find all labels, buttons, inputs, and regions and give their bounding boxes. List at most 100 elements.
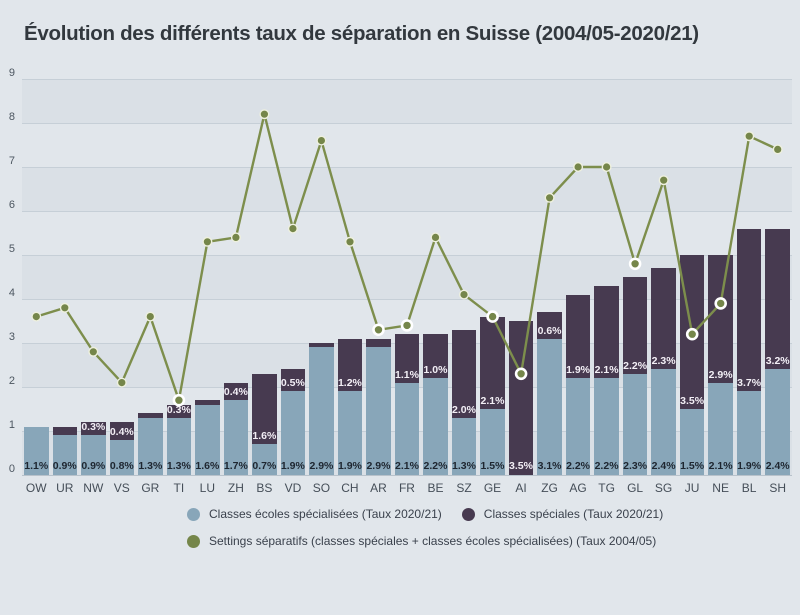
bar-NE[interactable]: 2.9% 2.1% xyxy=(706,79,735,475)
line-dot-SO[interactable] xyxy=(316,135,327,146)
x-tick-label-SO: SO xyxy=(312,481,331,495)
classes-speciales-value-label: 2.9% xyxy=(708,368,733,381)
legend: Classes écoles spécialisées (Taux 2020/2… xyxy=(187,507,787,561)
line-dot-VS[interactable] xyxy=(116,377,127,388)
line-dot-VD[interactable] xyxy=(287,223,298,234)
bar-BE[interactable]: 1.0% 2.2% xyxy=(421,79,450,475)
bar-OW[interactable]: 1.1% xyxy=(22,79,51,475)
x-tick-label-AR: AR xyxy=(370,481,387,495)
bar-segment-ecoles-specialisees xyxy=(451,417,477,475)
legend-row-1: Classes écoles spécialisées (Taux 2020/2… xyxy=(187,507,787,521)
line-dot-LU[interactable] xyxy=(202,236,213,247)
x-tick-label-ZG: ZG xyxy=(541,481,558,495)
bottom-value-label: 2.2% xyxy=(594,460,619,472)
line-dot-BS[interactable] xyxy=(259,109,270,120)
legend-dot-blue-icon xyxy=(187,507,200,521)
bar-TI[interactable]: 0.3% 1.3% xyxy=(165,79,194,475)
bar-SH[interactable]: 3.2% 2.4% xyxy=(763,79,792,475)
bottom-value-label: 1.5% xyxy=(680,460,705,472)
line-dot-GE[interactable] xyxy=(486,310,499,323)
bar-segment-ecoles-specialisees xyxy=(109,439,135,475)
classes-speciales-value-label: 0.6% xyxy=(537,324,562,337)
line-dot-ZH[interactable] xyxy=(230,232,241,243)
gridline-6 xyxy=(22,211,792,212)
bottom-value-label: 1.7% xyxy=(223,460,248,472)
bottom-value-label: 1.1% xyxy=(24,460,49,472)
bar-AI[interactable]: 3.5% xyxy=(507,79,536,475)
bar-LU[interactable]: 1.6% xyxy=(193,79,222,475)
y-tick-label-3: 3 xyxy=(8,331,15,343)
bar-SZ[interactable]: 2.0% 1.3% xyxy=(450,79,479,475)
classes-speciales-value-label: 1.9% xyxy=(566,364,591,377)
bar-GE[interactable]: 2.1% 1.5% xyxy=(478,79,507,475)
line-dot-GL[interactable] xyxy=(628,257,642,271)
bar-NW[interactable]: 0.3% 0.9% xyxy=(79,79,108,475)
x-tick-label-AG: AG xyxy=(569,481,587,495)
bar-BL[interactable]: 3.7% 1.9% xyxy=(735,79,764,475)
bar-segment-classes-speciales xyxy=(565,294,591,379)
bar-segment-ecoles-specialisees xyxy=(138,417,163,475)
bar-BS[interactable]: 1.6% 0.7% xyxy=(250,79,279,475)
line-dot-NE[interactable] xyxy=(714,297,728,310)
legend-item-settings-separatifs[interactable]: Settings séparatifs (classes spéciales +… xyxy=(187,534,656,548)
classes-speciales-value-label: 0.4% xyxy=(109,425,134,438)
line-dot-GR[interactable] xyxy=(145,311,156,322)
classes-speciales-value-label: 2.0% xyxy=(452,403,476,416)
bottom-value-label: 2.4% xyxy=(651,460,676,472)
x-tick-label-VD: VD xyxy=(284,481,302,495)
x-tick-label-SH: SH xyxy=(769,481,786,495)
line-dot-SH[interactable] xyxy=(772,144,783,155)
bar-ZG[interactable]: 0.6% 3.1% xyxy=(535,79,564,475)
bar-segment-ecoles-specialisees xyxy=(594,378,619,475)
x-tick-label-GE: GE xyxy=(483,481,502,495)
y-tick-label-6: 6 xyxy=(8,199,15,211)
bar-AG[interactable]: 1.9% 2.2% xyxy=(564,79,593,475)
bar-SO[interactable]: 2.9% xyxy=(307,79,336,475)
bar-GR[interactable]: 1.3% xyxy=(136,79,165,475)
line-dot-TI[interactable] xyxy=(172,393,186,407)
classes-speciales-value-label: 1.0% xyxy=(423,364,448,377)
classes-speciales-value-label: 1.6% xyxy=(252,430,277,443)
line-dot-JU[interactable] xyxy=(685,327,699,341)
bottom-value-label: 2.3% xyxy=(623,460,648,472)
legend-dot-olive-icon xyxy=(187,534,200,548)
bar-segment-ecoles-specialisees xyxy=(394,382,420,475)
line-dot-SZ[interactable] xyxy=(459,289,470,300)
bar-segment-classes-speciales xyxy=(195,400,220,405)
legend-item-classes-speciales[interactable]: Classes spéciales (Taux 2020/21) xyxy=(461,507,663,521)
line-dot-FR[interactable] xyxy=(400,319,414,332)
line-dot-BE[interactable] xyxy=(430,232,441,243)
line-dot-UR[interactable] xyxy=(59,302,70,313)
bar-VS[interactable]: 0.4% 0.8% xyxy=(108,79,137,475)
plot-area: 1.1% 0.9% 0.3% 0.9% 0.4% 0.8% 1.3% 0.3% 1.3% 1.6%… xyxy=(22,79,792,476)
line-dot-AI[interactable] xyxy=(514,367,528,381)
bar-TG[interactable]: 2.1% 2.2% xyxy=(592,79,621,475)
line-dot-NW[interactable] xyxy=(88,346,99,357)
line-dot-TG[interactable] xyxy=(601,161,612,172)
bar-ZH[interactable]: 0.4% 1.7% xyxy=(222,79,251,475)
line-dot-OW[interactable] xyxy=(31,311,42,322)
gridline-5 xyxy=(22,255,792,256)
line-dot-ZG[interactable] xyxy=(544,192,555,203)
bar-UR[interactable]: 0.9% xyxy=(51,79,80,475)
bar-segment-classes-speciales xyxy=(166,404,192,418)
bar-AR[interactable]: 2.9% xyxy=(364,79,393,475)
bottom-value-label: 2.9% xyxy=(366,460,391,472)
bottom-value-label: 2.1% xyxy=(708,460,733,472)
bar-CH[interactable]: 1.2% 1.9% xyxy=(336,79,365,475)
line-dot-AR[interactable] xyxy=(372,323,385,337)
bar-segment-classes-speciales xyxy=(81,422,106,436)
bar-VD[interactable]: 0.5% 1.9% xyxy=(279,79,308,475)
settings-separatifs-line xyxy=(35,113,779,405)
line-dot-CH[interactable] xyxy=(345,236,356,247)
legend-item-classes-ecoles-specialisees[interactable]: Classes écoles spécialisées (Taux 2020/2… xyxy=(187,507,442,521)
chart-title: Évolution des différents taux de séparat… xyxy=(24,22,699,45)
line-dot-SG[interactable] xyxy=(658,175,669,186)
bar-GL[interactable]: 2.2% 2.3% xyxy=(621,79,650,475)
line-dot-BL[interactable] xyxy=(744,131,755,142)
bar-FR[interactable]: 1.1% 2.1% xyxy=(393,79,422,475)
bottom-value-label: 1.5% xyxy=(480,460,505,472)
line-dot-AG[interactable] xyxy=(573,161,584,172)
bar-SG[interactable]: 2.3% 2.4% xyxy=(649,79,678,475)
gridline-8 xyxy=(22,123,792,124)
